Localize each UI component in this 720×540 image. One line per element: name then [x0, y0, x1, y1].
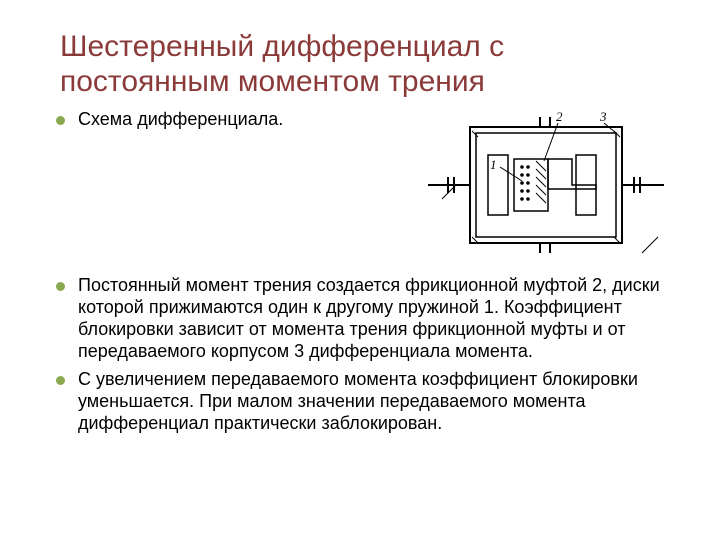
list-item-text: Постоянный момент трения создается фрикц… [78, 275, 660, 361]
list-item-text: С увеличением передаваемого момента коэф… [78, 369, 638, 433]
diagram-svg: 1 2 3 [428, 109, 664, 261]
content-area: Схема дифференциала. Постоянный момент т… [56, 109, 664, 435]
slide: Шестеренный дифференциал с постоянным мо… [0, 0, 720, 540]
page-title: Шестеренный дифференциал с постоянным мо… [56, 30, 664, 99]
list-item: С увеличением передаваемого момента коэф… [56, 369, 664, 435]
diagram-label-3: 3 [599, 109, 607, 124]
diagram-label-1: 1 [490, 157, 497, 172]
list-item-text: Схема дифференциала. [78, 109, 283, 129]
list-item: Постоянный момент трения создается фрикц… [56, 275, 664, 363]
differential-diagram: 1 2 3 [428, 109, 664, 261]
diagram-label-2: 2 [556, 109, 563, 124]
